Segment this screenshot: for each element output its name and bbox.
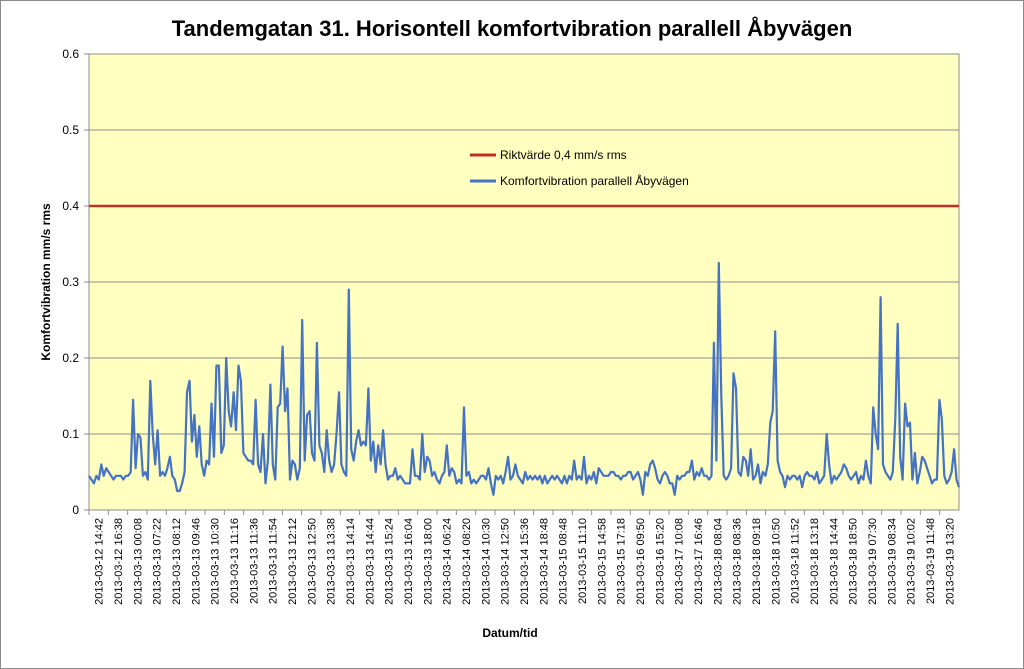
x-tick-label: 2013-03-13 18:00	[422, 518, 434, 605]
x-tick-label: 2013-03-18 09:18	[751, 518, 763, 605]
y-tick-label: 0	[72, 503, 79, 517]
y-tick-label: 0.5	[62, 123, 79, 137]
x-tick-label: 2013-03-18 08:04	[712, 518, 724, 605]
x-tick-label: 2013-03-13 10:30	[210, 518, 222, 605]
x-tick-label: 2013-03-15 14:58	[596, 518, 608, 605]
x-tick-label: 2013-03-13 07:22	[152, 518, 164, 605]
y-tick-labels: 0 0.1 0.2 0.3 0.4 0.5 0.6	[62, 47, 89, 517]
x-tick-label: 2013-03-19 11:48	[925, 518, 937, 604]
x-tick-label: 2013-03-18 10:50	[770, 518, 782, 605]
x-tick-label: 2013-03-14 08:20	[461, 518, 473, 605]
y-tick-label: 0.6	[62, 47, 79, 61]
x-tick-label: 2013-03-13 12:50	[306, 518, 318, 605]
x-tick-label: 2013-03-14 06:24	[442, 518, 454, 605]
series-line-komfortvibration	[88, 261, 961, 496]
x-tick-label: 2013-03-12 16:38	[113, 518, 125, 605]
x-tick-label: 2013-03-13 00:08	[132, 518, 144, 605]
x-tick-label: 2013-03-14 15:36	[519, 518, 531, 605]
x-tick-label: 2013-03-19 13:20	[944, 518, 956, 605]
x-tick-label: 2013-03-15 08:48	[558, 518, 570, 605]
x-tick-label: 2013-03-13 14:14	[345, 518, 357, 605]
x-tick-labels: 2013-03-12 14:42 2013-03-12 16:38 2013-03-…	[88, 510, 956, 605]
x-tick-label: 2013-03-12 14:42	[94, 518, 106, 605]
x-tick-label: 2013-03-16 15:20	[654, 518, 666, 605]
x-tick-label: 2013-03-13 15:24	[384, 518, 396, 605]
y-axis-label: Komfortvibration mm/s rms	[39, 203, 53, 361]
x-tick-label: 2013-03-19 10:02	[906, 518, 918, 605]
series-layer	[88, 204, 961, 496]
x-tick-label: 2013-03-13 09:46	[190, 518, 202, 605]
y-tick-label: 0.1	[62, 427, 79, 441]
x-tick-label: 2013-03-18 08:36	[732, 518, 744, 605]
x-tick-label: 2013-03-13 08:12	[171, 518, 183, 605]
x-tick-label: 2013-03-18 13:18	[809, 518, 821, 605]
x-tick-label: 2013-03-16 09:50	[635, 518, 647, 605]
x-tick-label: 2013-03-13 11:54	[268, 518, 280, 604]
x-tick-label: 2013-03-13 11:16	[229, 518, 241, 604]
x-tick-label: 2013-03-13 12:12	[287, 518, 299, 605]
legend-label-komfortvibration: Komfortvibration parallell Åbyvägen	[500, 173, 689, 188]
y-tick-label: 0.4	[62, 199, 79, 213]
x-tick-label: 2013-03-13 14:44	[364, 518, 376, 605]
x-tick-label: 2013-03-14 12:50	[500, 518, 512, 605]
x-tick-label: 2013-03-13 13:38	[326, 518, 338, 605]
y-tick-label: 0.3	[62, 275, 79, 289]
chart-title: Tandemgatan 31. Horisontell komfortvibra…	[172, 15, 853, 41]
x-tick-label: 2013-03-15 11:10	[577, 518, 589, 604]
x-tick-label: 2013-03-18 18:50	[848, 518, 860, 605]
x-axis-label: Datum/tid	[482, 626, 537, 640]
x-tick-label: 2013-03-18 11:52	[790, 518, 802, 604]
x-tick-label: 2013-03-13 16:04	[403, 518, 415, 605]
x-tick-label: 2013-03-17 10:08	[674, 518, 686, 605]
x-tick-label: 2013-03-14 10:30	[480, 518, 492, 605]
x-tick-label: 2013-03-13 11:36	[248, 518, 260, 604]
y-tick-label: 0.2	[62, 351, 79, 365]
x-tick-label: 2013-03-17 16:46	[693, 518, 705, 605]
legend-label-riktvarde: Riktvärde 0,4 mm/s rms	[500, 148, 627, 162]
x-tick-label: 2013-03-19 08:34	[886, 518, 898, 605]
x-tick-label: 2013-03-14 18:48	[538, 518, 550, 605]
x-tick-label: 2013-03-15 17:18	[616, 518, 628, 605]
x-tick-label: 2013-03-18 14:44	[828, 518, 840, 605]
legend: Riktvärde 0,4 mm/s rms Komfortvibration …	[470, 148, 689, 188]
x-tick-label: 2013-03-19 07:30	[867, 518, 879, 605]
